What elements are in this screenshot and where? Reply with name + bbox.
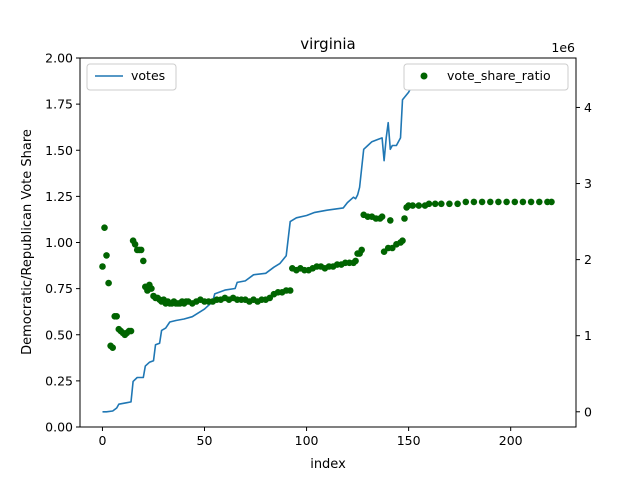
series-vote-share-ratio	[99, 198, 555, 352]
ratio-point	[387, 217, 394, 224]
ratio-point	[127, 327, 135, 335]
ratio-point	[438, 200, 445, 208]
x-axis-ticks: 0 50 100 150 200	[98, 427, 523, 448]
chart-title: virginia	[300, 35, 356, 53]
ratio-point	[470, 198, 478, 206]
ratio-point	[425, 200, 433, 208]
y-tick-label: 0.25	[45, 373, 73, 388]
ratio-point	[503, 198, 510, 206]
ratio-point	[352, 257, 359, 265]
x-axis-label: index	[310, 457, 346, 472]
ratio-point	[140, 257, 147, 265]
y2-axis-ticks: 0 1 2 3 4	[576, 100, 592, 419]
ratio-point	[99, 263, 106, 270]
y-tick-label: 2.00	[45, 51, 73, 66]
ratio-point	[454, 200, 461, 208]
ratio-point	[113, 313, 120, 320]
ratio-point	[478, 198, 486, 206]
ratio-point	[399, 237, 406, 244]
ratio-point	[415, 202, 423, 209]
legend-ratio-swatch	[420, 72, 428, 80]
y2-tick-label: 2	[584, 252, 592, 267]
y-axis-ticks: 0.00 0.25 0.50 0.75 1.00 1.25 1.50 1.75 2.00	[45, 51, 80, 435]
ratio-point	[527, 198, 535, 206]
legend-votes-label: votes	[131, 68, 165, 83]
y2-tick-label: 3	[584, 176, 592, 191]
ratio-point	[105, 279, 112, 287]
series-votes	[102, 76, 552, 413]
x-tick-label: 150	[397, 433, 421, 448]
ratio-point	[401, 215, 408, 222]
ratio-point	[446, 200, 453, 208]
ratio-point	[358, 246, 366, 254]
legend-votes: votes	[86, 63, 177, 91]
ratio-point	[487, 198, 494, 206]
legend-vote-share-ratio: vote_share_ratio	[403, 63, 569, 91]
ratio-point	[109, 344, 116, 352]
ratio-point	[137, 246, 145, 254]
y2-tick-label: 4	[584, 100, 592, 115]
y-tick-label: 1.75	[45, 97, 73, 112]
ratio-point	[511, 198, 519, 206]
ratio-point	[536, 198, 543, 206]
ratio-point	[131, 241, 139, 248]
ratio-point	[101, 224, 108, 231]
ratio-point	[378, 213, 386, 220]
votes-line	[102, 76, 552, 413]
ratio-point	[519, 198, 527, 206]
legend-ratio-label: vote_share_ratio	[447, 68, 551, 83]
ratio-point	[495, 198, 502, 206]
x-tick-label: 100	[295, 433, 319, 448]
x-tick-label: 200	[499, 433, 523, 448]
y2-axis-multiplier: 1e6	[551, 40, 575, 55]
ratio-point	[409, 202, 417, 209]
legend-ratio-box	[403, 63, 569, 91]
y-tick-label: 0.50	[45, 327, 73, 342]
y-tick-label: 0.75	[45, 281, 73, 296]
y-tick-label: 1.25	[45, 189, 73, 204]
y2-tick-label: 0	[584, 404, 592, 419]
x-tick-label: 50	[197, 433, 213, 448]
y2-tick-label: 1	[584, 328, 592, 343]
ratio-point	[431, 200, 439, 208]
ratio-point	[103, 252, 110, 259]
y-axis-label: Democratic/Republican Vote Share	[20, 129, 35, 355]
y-tick-label: 0.00	[45, 420, 73, 435]
y-tick-label: 1.50	[45, 143, 73, 158]
ratio-point	[548, 198, 555, 206]
ratio-point	[286, 287, 294, 294]
ratio-point	[462, 198, 470, 206]
legend-votes-box	[86, 63, 177, 91]
ratio-point	[148, 285, 155, 292]
x-tick-label: 0	[98, 433, 106, 448]
y-tick-label: 1.00	[45, 235, 73, 250]
